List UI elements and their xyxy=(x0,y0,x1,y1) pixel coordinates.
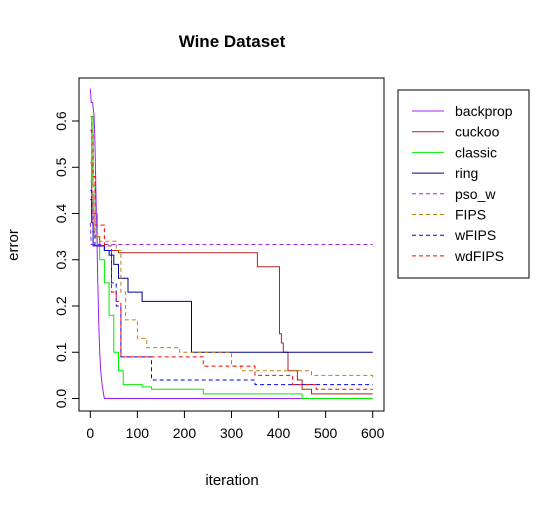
legend-label: ring xyxy=(455,165,478,181)
legend-label: wdFIPS xyxy=(454,248,504,264)
y-tick-label: 0.3 xyxy=(53,250,69,270)
series-line-backprop xyxy=(89,88,373,399)
x-tick-label: 0 xyxy=(86,425,94,441)
legend-label: FIPS xyxy=(455,207,486,223)
y-tick-label: 0.4 xyxy=(53,204,69,224)
legend-label: backprop xyxy=(455,103,513,119)
y-tick-label: 0.6 xyxy=(53,111,69,131)
y-tick-label: 0.0 xyxy=(53,389,69,409)
y-tick-label: 0.1 xyxy=(53,342,69,362)
x-axis: 0 100 200 300 400 500 600 xyxy=(86,410,385,441)
y-axis-label: error xyxy=(5,229,22,261)
series-line-cuckoo xyxy=(90,162,373,395)
x-tick-label: 600 xyxy=(361,425,385,441)
series-line-pso-w xyxy=(89,222,373,245)
x-tick-label: 200 xyxy=(173,425,197,441)
series-line-ring xyxy=(90,199,373,353)
legend-label: cuckoo xyxy=(455,124,500,140)
legend: backprop cuckoo classic ring pso_w FIPS wFIPS w… xyxy=(397,89,530,279)
y-axis: 0.0 0.1 0.2 0.3 0.4 0.5 0.6 xyxy=(53,111,80,409)
y-tick-label: 0.2 xyxy=(53,296,69,316)
series-line-wdfips xyxy=(90,129,373,390)
y-tick-label: 0.5 xyxy=(53,157,69,177)
legend-label: classic xyxy=(455,144,497,160)
legend-label: wFIPS xyxy=(454,227,496,243)
x-axis-label: iteration xyxy=(205,472,258,489)
legend-label: pso_w xyxy=(455,186,496,202)
series-line-fips xyxy=(90,115,374,380)
plot-lines xyxy=(89,88,374,399)
series-line-wfips xyxy=(90,189,373,386)
x-tick-label: 100 xyxy=(126,425,150,441)
series-line-classic xyxy=(90,115,373,399)
x-tick-label: 500 xyxy=(314,425,338,441)
legend-box xyxy=(397,89,530,279)
x-tick-label: 300 xyxy=(220,425,244,441)
chart-title: Wine Dataset xyxy=(179,32,286,51)
x-tick-label: 400 xyxy=(267,425,291,441)
